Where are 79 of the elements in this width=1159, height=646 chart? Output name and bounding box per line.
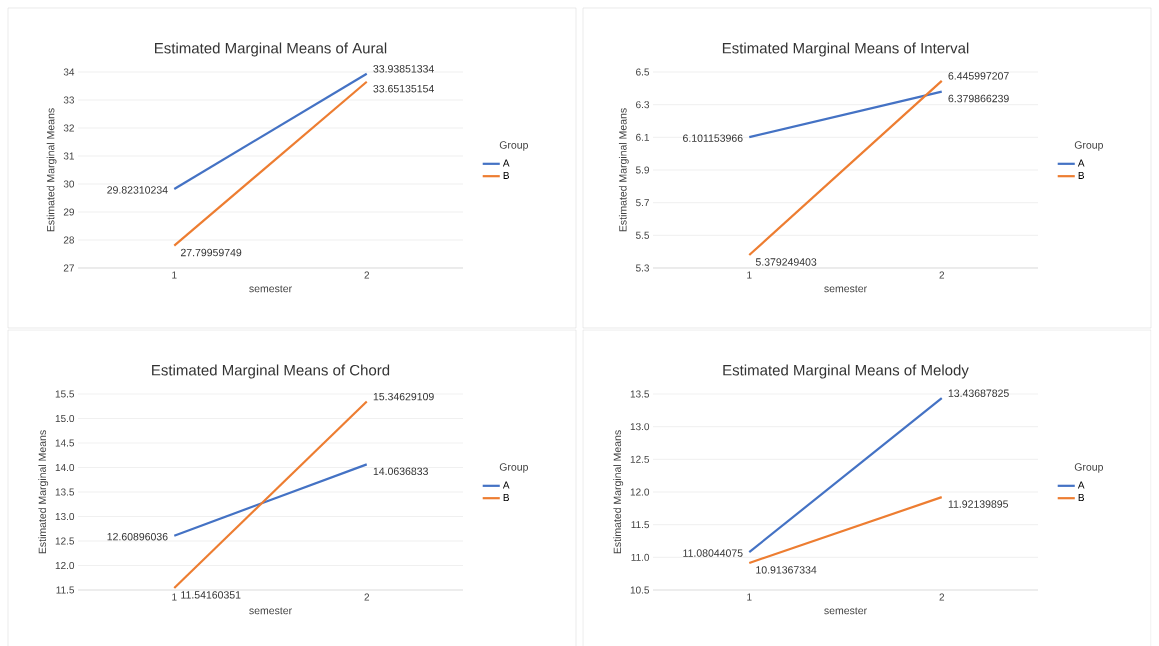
data-label: 11.08044075 [683, 549, 743, 557]
y-axis-title: Estimated Marginal Means [46, 108, 57, 232]
legend-label: B [1078, 494, 1085, 501]
y-tick-label: 13.0 [55, 512, 75, 521]
data-label: 29.82310234 [107, 186, 168, 194]
y-tick-label: 12.0 [55, 561, 75, 570]
x-tick-label: 1 [747, 271, 752, 279]
x-tick-label: 2 [939, 593, 945, 601]
data-label: 11.92139895 [948, 500, 1009, 508]
y-tick-label: 6.1 [636, 133, 649, 141]
chart-title: Estimated Marginal Means of Interval [722, 42, 969, 57]
chart-title: Estimated Marginal Means of Chord [152, 364, 390, 379]
data-label: 11.54160351 [181, 591, 241, 599]
legend-label: B [503, 171, 510, 179]
y-tick-label: 27 [63, 264, 74, 272]
data-label: 33.65135154 [373, 84, 434, 93]
y-tick-label: 11.5 [56, 586, 75, 594]
x-axis-title: semester [824, 285, 867, 293]
y-tick-label: 28 [63, 236, 75, 244]
y-tick-label: 33 [63, 96, 75, 104]
y-tick-label: 32 [63, 124, 74, 132]
y-tick-label: 10.5 [630, 586, 650, 594]
y-tick-label: 15.0 [55, 414, 75, 423]
legend-label: A [1077, 159, 1085, 167]
legend-title: Group [1074, 463, 1104, 473]
legend-label: A [502, 159, 510, 167]
x-tick-label: 1 [172, 271, 177, 279]
y-tick-label: 29 [63, 208, 74, 216]
y-tick-label: 31 [63, 152, 74, 160]
x-axis-title: semester [824, 607, 867, 615]
legend-title: Group [1074, 141, 1104, 151]
chart-title: Estimated Marginal Means of Melody [723, 364, 969, 379]
legend-label: A [1077, 481, 1085, 489]
y-tick-label: 12.0 [630, 488, 650, 496]
data-label: 14.0636833 [373, 467, 428, 476]
legend-label: B [503, 494, 510, 501]
y-tick-label: 11.5 [631, 521, 650, 529]
legend-title: Group [499, 463, 528, 473]
x-tick-label: 1 [747, 593, 752, 601]
x-axis-title: semester [249, 285, 292, 293]
y-tick-label: 11.0 [631, 553, 650, 561]
y-tick-label: 15.5 [55, 390, 75, 398]
y-tick-label: 14.0 [55, 463, 75, 472]
y-tick-label: 34 [63, 68, 75, 76]
x-tick-label: 2 [364, 271, 370, 279]
data-label: 27.79959749 [180, 248, 242, 257]
y-axis-title: Estimated Marginal Means [618, 108, 629, 232]
x-axis-title: semester [249, 607, 292, 615]
data-label: 12.60896036 [107, 532, 168, 541]
y-tick-label: 5.3 [635, 264, 650, 272]
y-tick-label: 6.3 [636, 101, 650, 109]
legend-label: B [1078, 171, 1085, 179]
y-tick-label: 13.0 [630, 423, 650, 431]
y-tick-label: 14.5 [55, 439, 75, 447]
data-label: 6.379866239 [948, 94, 1009, 103]
y-tick-label: 6.5 [636, 68, 650, 76]
data-label: 10.91367334 [756, 566, 817, 574]
data-label: 13.43687825 [948, 389, 1009, 397]
y-tick-label: 12.5 [55, 537, 75, 545]
chart-title: Estimated Marginal Means of Aural [155, 42, 387, 57]
y-axis-title: Estimated Marginal Means [38, 430, 49, 554]
y-tick-label: 30 [63, 180, 75, 188]
x-tick-label: 1 [172, 593, 177, 601]
y-tick-label: 5.5 [635, 231, 650, 239]
legend-title: Group [499, 141, 528, 151]
data-label: 33.93851334 [373, 65, 434, 73]
data-label: 15.34629109 [373, 392, 434, 401]
y-tick-label: 13.5 [55, 488, 75, 496]
y-tick-label: 13.5 [630, 390, 650, 398]
y-tick-label: 5.9 [635, 166, 650, 174]
x-tick-label: 2 [939, 271, 945, 279]
legend-label: A [502, 481, 510, 489]
y-tick-label: 5.7 [635, 199, 649, 207]
data-label: 6.445997207 [948, 72, 1009, 80]
y-tick-label: 12.5 [630, 455, 650, 463]
data-label: 6.101153966 [683, 134, 743, 142]
data-label: 5.379249403 [755, 258, 817, 266]
x-tick-label: 2 [364, 593, 370, 601]
y-axis-title: Estimated Marginal Means [613, 430, 624, 554]
